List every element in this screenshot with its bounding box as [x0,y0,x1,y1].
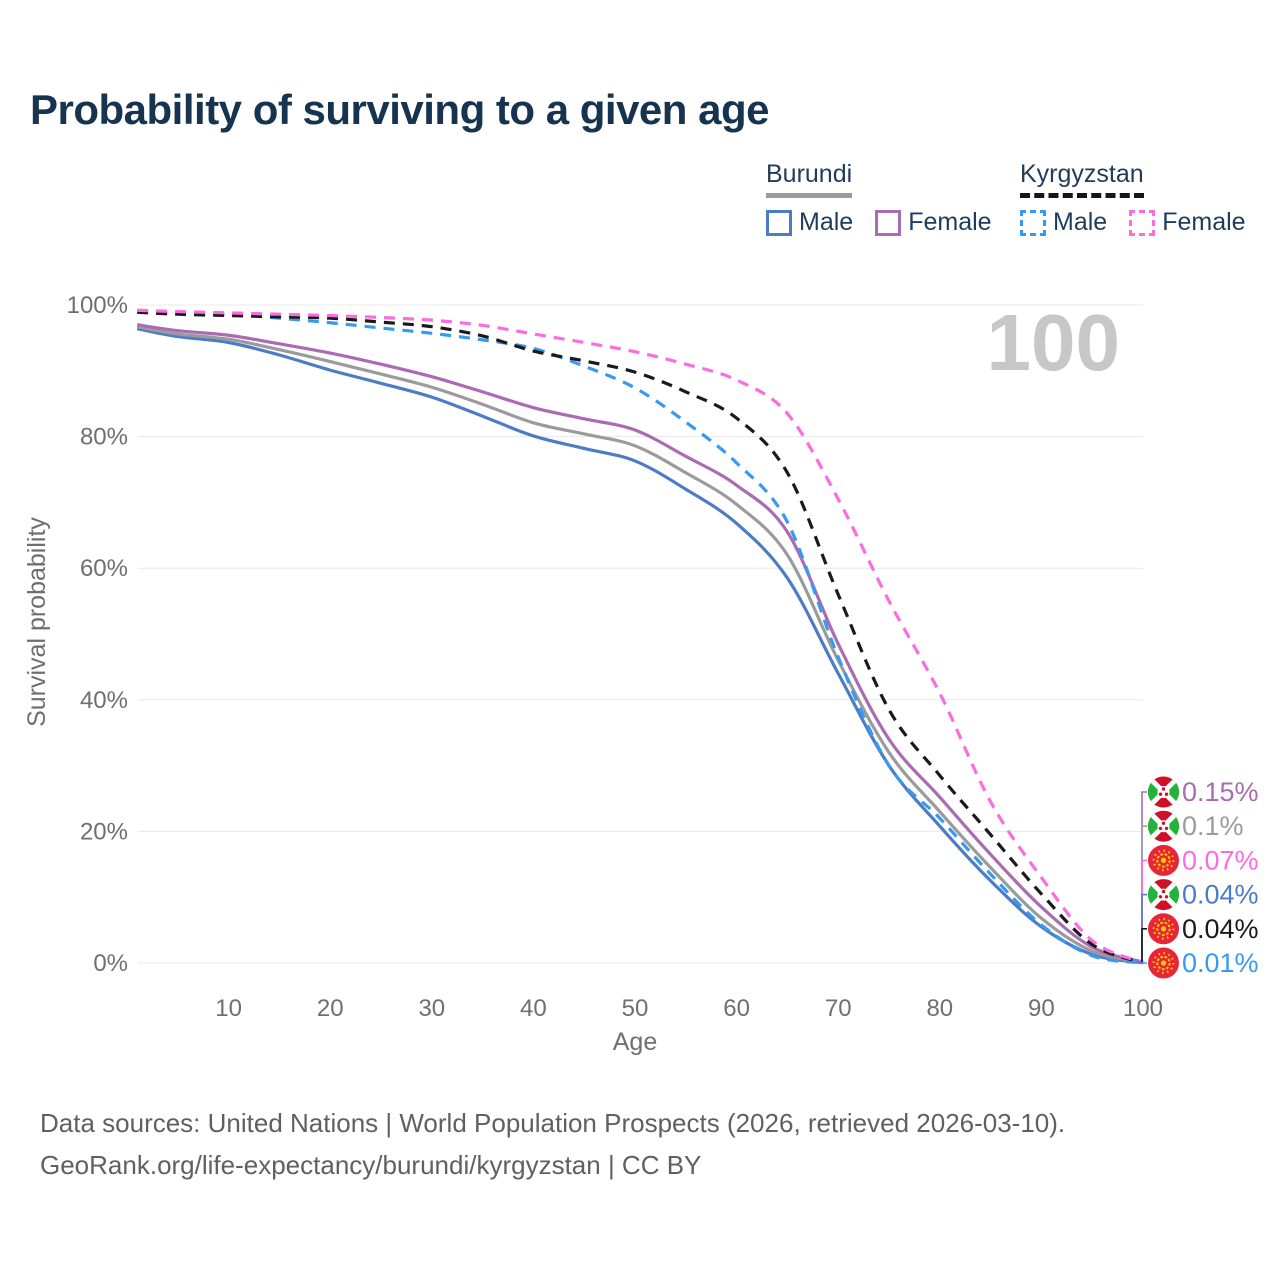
y-axis-title: Survival probability [23,517,51,727]
dashed-line-swatch-icon [1020,209,1046,236]
x-axis-title: Age [613,1028,657,1056]
x-axis-tick-label: 10 [215,995,242,1022]
burundi-flag-icon [1148,810,1179,842]
series-line-kyrgyzstan-male [137,309,1144,965]
y-axis-tick-label: 100% [67,292,128,319]
y-axis-tick-label: 40% [80,687,128,714]
x-axis-tick-label: 40 [520,995,547,1022]
kyrgyzstan-flag-icon [1148,947,1179,979]
end-label-value: 0.15% [1182,777,1259,807]
legend-item-label: Female [1162,208,1246,236]
footer: Data sources: United Nations | World Pop… [40,1102,1065,1186]
x-axis-tick-label: 50 [622,995,649,1022]
series-line-kyrgyzstan-female [137,308,1144,965]
end-label-value: 0.1% [1182,811,1244,841]
attribution-line: GeoRank.org/life-expectancy/burundi/kyrg… [40,1150,702,1180]
legend: Burundi Male Female Kyrgyzstan Male Fema… [766,160,1246,237]
legend-item-kyrgyzstan-male[interactable]: Male [1020,208,1107,237]
solid-line-swatch-icon [766,209,792,236]
end-label-value: 0.07% [1182,845,1259,875]
y-axis-tick-label: 0% [93,950,128,977]
burundi-flag-icon [1148,879,1179,911]
legend-item-burundi-male[interactable]: Male [766,208,853,237]
x-axis-tick-label: 60 [723,995,750,1022]
legend-item-kyrgyzstan-female[interactable]: Female [1129,208,1246,237]
y-axis-tick-label: 80% [80,424,128,451]
legend-item-label: Female [908,208,992,236]
x-axis-tick-label: 90 [1028,995,1055,1022]
dashed-line-swatch-icon [1129,209,1156,236]
end-label-connector [1137,928,1147,964]
legend-item-label: Male [799,208,854,236]
x-axis-tick-label: 30 [418,995,445,1022]
legend-item-label: Male [1053,208,1108,236]
y-axis-tick-label: 20% [80,818,128,845]
end-label-value: 0.04% [1182,914,1259,944]
age-watermark: 100 [987,298,1120,387]
legend-group-burundi: Burundi Male Female [766,160,992,237]
kyrgyzstan-flag-icon [1148,844,1179,876]
legend-country-burundi[interactable]: Burundi [766,160,853,198]
series-line-burundi-female [136,323,1144,964]
solid-line-swatch-icon [875,209,902,236]
data-sources-line: Data sources: United Nations | World Pop… [40,1108,1066,1138]
end-label-value: 0.04% [1182,880,1259,910]
x-axis-tick-label: 20 [317,995,344,1022]
series-line-burundi-both-sexes [136,325,1144,964]
legend-group-kyrgyzstan: Kyrgyzstan Male Female [1020,160,1246,237]
kyrgyzstan-flag-icon [1148,913,1179,945]
series-line-kyrgyzstan-both-sexes [137,310,1144,965]
page-title: Probability of surviving to a given age [30,86,769,133]
x-axis-tick-label: 100 [1123,995,1163,1022]
x-axis-tick-label: 80 [926,995,953,1022]
burundi-flag-icon [1148,776,1179,808]
legend-item-burundi-female[interactable]: Female [875,208,992,237]
end-label-value: 0.01% [1182,948,1259,978]
series-line-burundi-male [136,327,1144,965]
y-axis-tick-label: 60% [80,555,128,582]
legend-country-kyrgyzstan[interactable]: Kyrgyzstan [1020,160,1144,198]
x-axis-tick-label: 70 [825,995,852,1022]
